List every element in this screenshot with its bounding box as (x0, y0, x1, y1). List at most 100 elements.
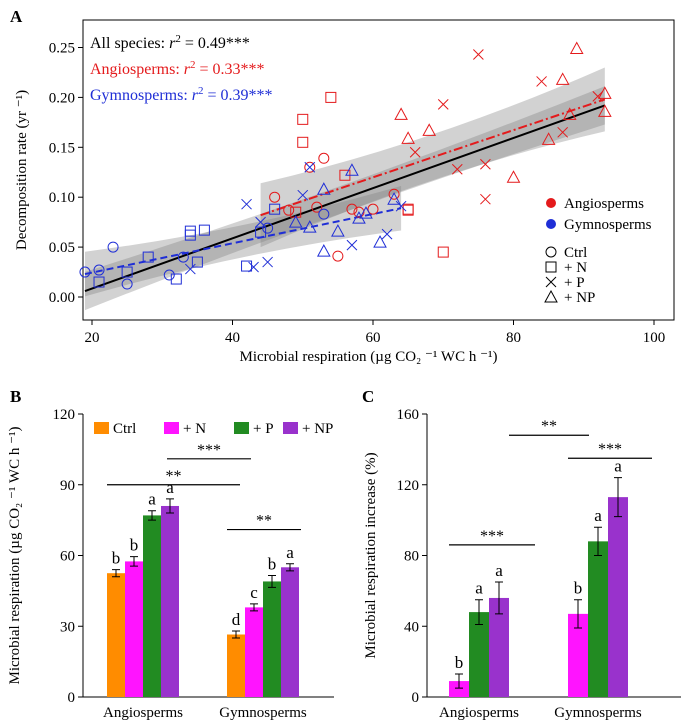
data-point (163, 269, 175, 281)
data-point (302, 220, 317, 233)
data-point (480, 158, 491, 170)
y-tick-label: 30 (60, 619, 75, 635)
data-point (597, 104, 612, 117)
data-point (569, 41, 584, 54)
y-tick-label: 0.05 (49, 240, 75, 256)
data-point (297, 189, 309, 201)
data-point (297, 136, 309, 148)
data-point (346, 203, 358, 215)
data-point (401, 131, 415, 144)
data-point (480, 193, 491, 205)
data-point (373, 235, 387, 248)
significance-stars: *** (197, 442, 221, 459)
data-point (283, 204, 295, 216)
legend-label: Ctrl (564, 245, 587, 261)
data-point (241, 198, 252, 210)
data-point (387, 192, 401, 205)
panel-a-label: A (10, 7, 23, 26)
data-point (331, 224, 345, 237)
legend-label: Angiosperms (564, 196, 644, 212)
significance-letter: a (495, 561, 503, 580)
y-tick-label: 0.00 (49, 290, 75, 306)
data-point (191, 256, 203, 268)
bar (107, 573, 125, 697)
y-axis-title: Decomposition rate (yr ⁻¹) (14, 90, 30, 250)
data-point (248, 261, 259, 273)
data-point (395, 200, 407, 212)
bar (125, 561, 143, 697)
legend-marker (545, 276, 557, 288)
significance-letter: a (594, 506, 602, 525)
x-tick-label: 80 (506, 330, 521, 346)
data-point (367, 203, 379, 215)
ci-band (84, 185, 402, 297)
y-tick-label: 120 (53, 407, 76, 423)
y-tick-label: 40 (404, 619, 419, 635)
data-point (262, 256, 273, 268)
data-point (269, 191, 281, 203)
data-point (332, 250, 344, 262)
significance-letter: b (112, 549, 121, 568)
error-bar (495, 581, 503, 615)
significance-letter: b (574, 579, 583, 598)
legend-label: Gymnosperms (564, 217, 652, 233)
y-tick-label: 0.15 (49, 140, 75, 156)
error-bar (166, 498, 174, 514)
data-point (316, 182, 331, 195)
data-point (288, 215, 303, 228)
error-bar (614, 477, 622, 518)
data-point (592, 91, 604, 102)
significance-letter: b (455, 653, 464, 672)
legend-marker (545, 261, 557, 273)
data-point (241, 260, 253, 272)
bar (469, 612, 489, 697)
y-tick-label: 120 (397, 478, 420, 494)
legend-label: + N (564, 260, 587, 276)
data-point (555, 72, 570, 85)
legend-marker (545, 246, 557, 258)
data-point (142, 251, 154, 263)
data-point (473, 49, 484, 60)
x-tick-label: 60 (366, 330, 381, 346)
significance-letter: a (286, 543, 294, 562)
x-tick-label: 100 (643, 330, 666, 346)
legend-swatch (234, 422, 249, 434)
r2-annotation: Angiosperms: r2 = 0.33*** (90, 59, 265, 78)
data-point (557, 126, 569, 138)
data-point (184, 263, 196, 275)
significance-stars: ** (166, 468, 182, 485)
bar (588, 541, 608, 697)
category-label: Gymnosperms (219, 705, 307, 721)
data-point (422, 123, 437, 136)
y-tick-label: 0.10 (49, 190, 75, 206)
y-tick-label: 60 (60, 549, 75, 565)
data-point (541, 132, 556, 145)
bar (568, 613, 588, 697)
data-point (345, 163, 359, 176)
significance-letter: a (166, 478, 174, 497)
significance-letter: d (232, 610, 241, 629)
significance-stars: ** (541, 418, 557, 435)
data-point (562, 107, 577, 120)
significance-stars: *** (480, 528, 504, 545)
bar (161, 505, 179, 697)
legend-label: + N (183, 421, 206, 437)
fit-line (84, 104, 606, 292)
x-tick-label: 40 (225, 330, 240, 346)
significance-letter: a (475, 579, 483, 598)
data-point (121, 278, 133, 290)
bar (263, 581, 281, 697)
data-point (409, 146, 421, 158)
data-point (437, 246, 449, 258)
error-bar (130, 556, 138, 567)
y-tick-label: 0.25 (49, 41, 75, 57)
data-point (536, 76, 547, 87)
y-axis-title: Microbial respiration (µg CO₂ ⁻¹ WC h ⁻¹… (7, 427, 23, 685)
significance-letter: b (130, 536, 139, 555)
data-point (353, 206, 365, 218)
panel-a: A 20 40 60 80 100 0.00 0.05 0.10 0.15 0.20 0.25 Micr… (10, 7, 675, 365)
category-label: Angiosperms (439, 705, 519, 721)
panel-c: 0 40 80 120 160 C Microbial respiration increa… (362, 387, 681, 721)
panel-b: 0 30 60 90 120 B Microbial respiration (µg CO₂… (7, 387, 334, 721)
data-point (262, 222, 274, 234)
